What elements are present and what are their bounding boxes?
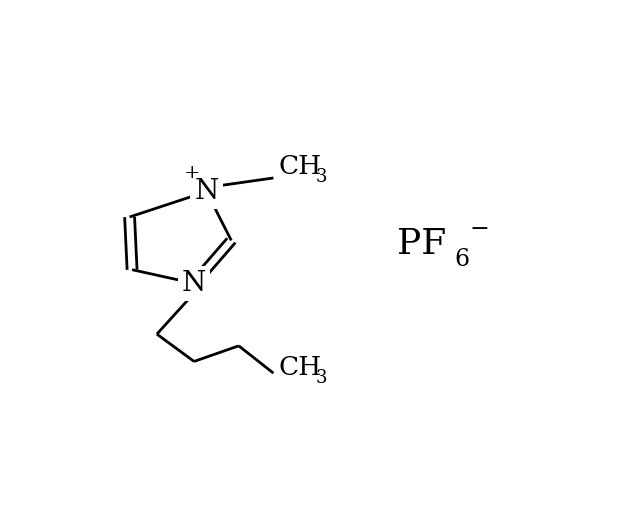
Text: +: +	[184, 164, 201, 182]
Text: N: N	[182, 270, 206, 297]
Text: 3: 3	[316, 369, 327, 387]
Text: CH: CH	[278, 154, 322, 179]
Text: N: N	[195, 178, 219, 205]
Text: −: −	[469, 218, 489, 241]
Text: CH: CH	[278, 355, 322, 380]
Text: 6: 6	[454, 248, 470, 271]
Text: 3: 3	[316, 168, 327, 186]
Text: PF: PF	[397, 227, 447, 261]
